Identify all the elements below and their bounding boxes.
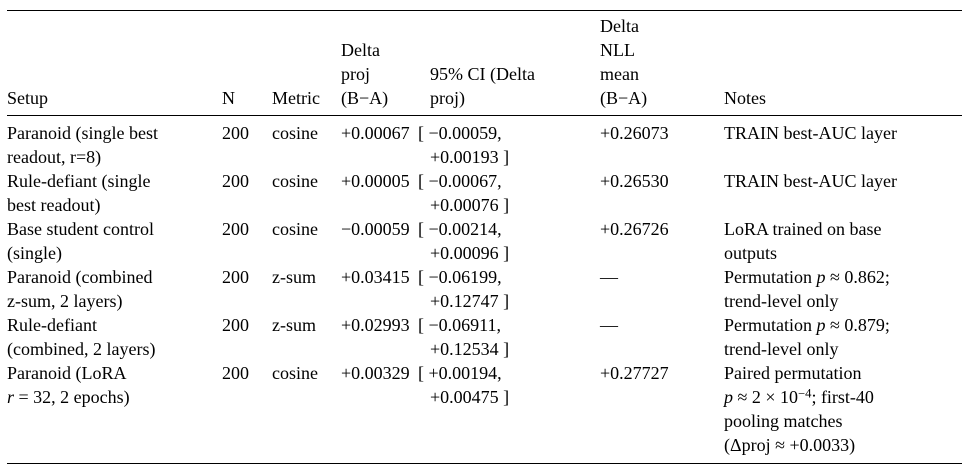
cell-delta-proj: +0.00329 [341,363,410,383]
results-table: Setup N Metric Delta proj (B−A) 95% CI (… [7,10,962,464]
cell-n: 200 [222,267,249,287]
cell-notes: Permutation p ≈ 0.879; trend-level only [724,315,890,359]
cell-setup: Paranoid (LoRA r = 32, 2 epochs) [7,363,130,407]
col-header-n: N [222,10,272,116]
cell-delta-nll: — [600,315,618,335]
cell-delta-proj: −0.00059 [341,219,410,239]
cell-notes: TRAIN best-AUC layer [724,123,897,143]
col-header-delta-proj: Delta proj (B−A) [341,10,430,116]
col-header-ci: 95% CI (Delta proj) [430,10,600,116]
cell-metric: cosine [272,123,318,143]
cell-n: 200 [222,171,249,191]
table-body: Paranoid (single best readout, r=8) 200 … [7,116,962,464]
table-row: Paranoid (combined z-sum, 2 layers) 200 … [7,265,962,313]
table-row: Rule-defiant (combined, 2 layers) 200 z-… [7,313,962,361]
cell-delta-nll: +0.26726 [600,219,669,239]
cell-delta-nll: +0.26530 [600,171,669,191]
cell-metric: cosine [272,363,318,383]
cell-n: 200 [222,363,249,383]
cell-ci: [ −0.00067, +0.00076 ] [418,171,510,215]
cell-delta-proj: +0.00067 [341,123,410,143]
cell-delta-proj: +0.03415 [341,267,410,287]
col-header-metric: Metric [272,10,341,116]
cell-setup: Paranoid (single best readout, r=8) [7,123,158,167]
cell-ci: [ −0.00059, +0.00193 ] [418,123,510,167]
cell-setup: Rule-defiant (combined, 2 layers) [7,315,156,359]
cell-notes: Permutation p ≈ 0.862; trend-level only [724,267,890,311]
cell-n: 200 [222,315,249,335]
table-row: Paranoid (LoRA r = 32, 2 epochs) 200 cos… [7,361,962,464]
cell-delta-proj: +0.02993 [341,315,410,335]
table-header: Setup N Metric Delta proj (B−A) 95% CI (… [7,10,962,116]
table-row: Paranoid (single best readout, r=8) 200 … [7,116,962,170]
cell-n: 200 [222,219,249,239]
cell-metric: z-sum [272,315,316,335]
cell-ci: [ −0.06199, +0.12747 ] [418,267,510,311]
cell-setup: Base student control (single) [7,219,154,263]
cell-delta-nll: — [600,267,618,287]
cell-notes: Paired permutation p ≈ 2 × 10−4; first-4… [724,363,874,455]
cell-setup: Rule-defiant (single best readout) [7,171,151,215]
col-header-setup: Setup [7,10,222,116]
cell-delta-nll: +0.27727 [600,363,669,383]
col-header-notes: Notes [724,10,962,116]
cell-metric: z-sum [272,267,316,287]
cell-delta-proj: +0.00005 [341,171,410,191]
col-header-delta-nll: Delta NLL mean (B−A) [600,10,724,116]
cell-metric: cosine [272,219,318,239]
header-row: Setup N Metric Delta proj (B−A) 95% CI (… [7,10,962,116]
cell-setup: Paranoid (combined z-sum, 2 layers) [7,267,153,311]
cell-delta-nll: +0.26073 [600,123,669,143]
cell-n: 200 [222,123,249,143]
cell-notes: TRAIN best-AUC layer [724,171,897,191]
cell-notes: LoRA trained on base outputs [724,219,882,263]
cell-ci: [ −0.06911, +0.12534 ] [418,315,510,359]
table-row: Rule-defiant (single best readout) 200 c… [7,169,962,217]
cell-ci: [ +0.00194, +0.00475 ] [418,363,510,407]
table-row: Base student control (single) 200 cosine… [7,217,962,265]
cell-metric: cosine [272,171,318,191]
cell-ci: [ −0.00214, +0.00096 ] [418,219,510,263]
